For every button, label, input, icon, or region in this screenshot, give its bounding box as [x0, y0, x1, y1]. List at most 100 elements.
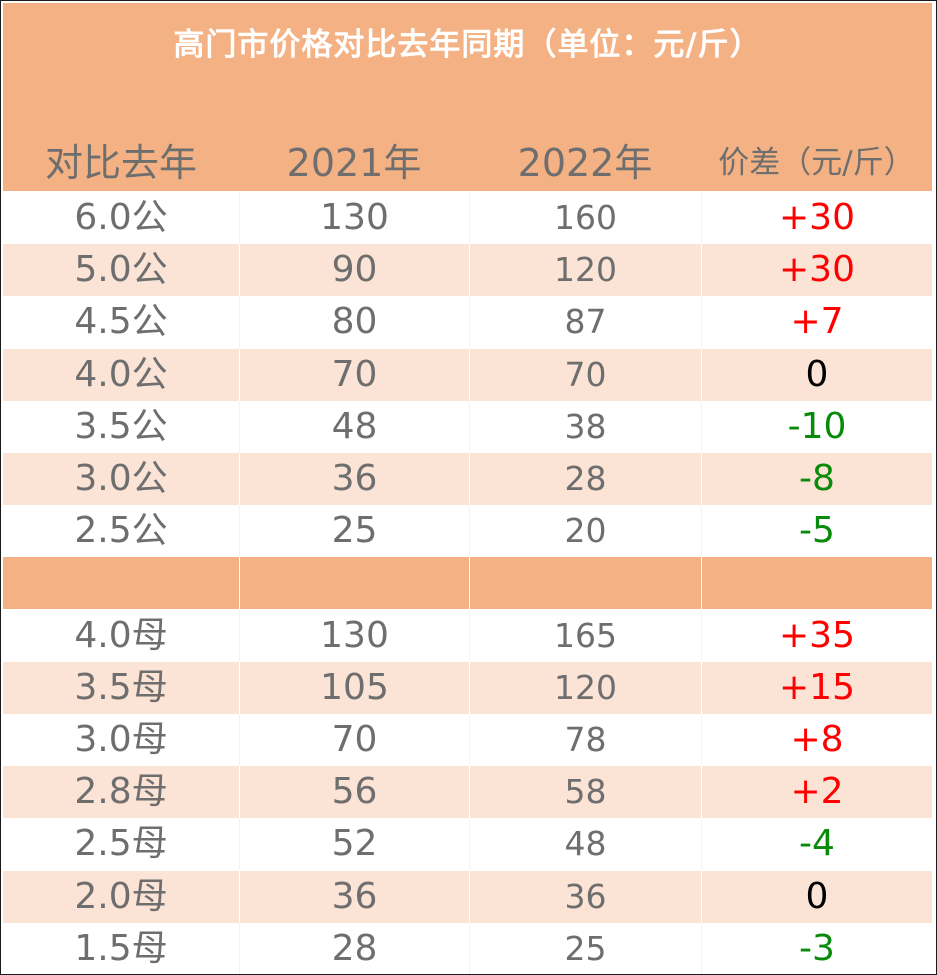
- price-diff-cell-text: -5: [799, 510, 835, 552]
- price-2021-cell-text: 130: [320, 197, 389, 238]
- price-2022-cell: 120: [469, 244, 701, 297]
- price-2022-cell-text: 165: [554, 615, 617, 655]
- spec-cell-text: 3.5母: [74, 666, 168, 708]
- price-diff-cell: +15: [701, 661, 932, 714]
- price-2021-cell-text: 48: [331, 405, 378, 447]
- price-diff-cell-text: +8: [790, 719, 844, 760]
- spec-cell: 3.5母: [3, 662, 239, 714]
- price-2021-cell-text: 105: [320, 666, 389, 708]
- price-2022-cell-text: 36: [564, 876, 607, 916]
- price-2021-cell: 70: [239, 714, 469, 766]
- spec-cell: 2.5公: [3, 505, 239, 557]
- spec-cell-text: 2.5公: [74, 510, 168, 552]
- price-diff-cell: +30: [701, 192, 932, 244]
- price-2022-cell: 28: [469, 453, 701, 505]
- spec-cell: 2.5母: [3, 818, 239, 870]
- table-row: 2.5公 25 20 -5: [3, 505, 932, 558]
- price-2021-cell-text: 36: [331, 458, 378, 499]
- table-row: 3.0母 70 78 +8: [3, 714, 932, 766]
- price-2022-cell-text: 25: [564, 928, 607, 968]
- price-2022-cell: 120: [469, 661, 701, 714]
- price-diff-cell: [701, 557, 932, 610]
- price-2022-cell: [469, 557, 701, 610]
- price-diff-cell: -5: [701, 505, 932, 558]
- price-diff-cell: +2: [701, 766, 932, 819]
- spec-cell-text: 3.0母: [74, 719, 168, 760]
- price-2021-cell: 25: [239, 505, 469, 558]
- spec-cell: 1.5母: [3, 923, 239, 974]
- table-row: 2.8母 56 58 +2: [3, 766, 932, 819]
- price-2021-cell-text: 90: [331, 249, 378, 291]
- price-2022-cell-text: 20: [564, 511, 607, 551]
- price-2022-cell: 165: [469, 609, 701, 662]
- price-diff-cell: -10: [701, 400, 932, 453]
- price-diff-cell: -8: [701, 453, 932, 505]
- price-2022-cell: 20: [469, 505, 701, 558]
- table-row: 3.0公 36 28 -8: [3, 453, 932, 505]
- spec-cell: 3.0公: [3, 453, 239, 505]
- table-row: 1.5母 28 25 -3: [3, 922, 932, 974]
- price-2021-cell: 90: [239, 244, 469, 297]
- spec-cell: 4.0母: [3, 610, 239, 662]
- table-row: 4.0公 70 70 0: [3, 348, 932, 401]
- price-2022-cell-text: 78: [564, 720, 607, 759]
- price-2021-cell: 130: [239, 609, 469, 662]
- spec-cell-text: 1.5母: [74, 927, 168, 969]
- price-diff-cell-text: -8: [799, 458, 835, 499]
- price-2022-cell-text: 70: [564, 354, 607, 394]
- price-diff-cell: 0: [701, 870, 932, 923]
- price-2021-cell: 36: [239, 870, 469, 923]
- price-2021-cell: 105: [239, 661, 469, 714]
- price-2022-cell-text: 38: [564, 406, 607, 446]
- column-header-2022: 2022年: [517, 141, 653, 185]
- table-row: 6.0公 130 160 +30: [3, 192, 932, 244]
- price-diff-cell: +7: [701, 296, 932, 349]
- price-2021-cell-text: 36: [331, 875, 378, 917]
- price-2022-cell: 87: [469, 296, 701, 349]
- price-2021-cell: 70: [239, 348, 469, 401]
- price-2022-cell: 70: [469, 348, 701, 401]
- price-2022-cell-text: 120: [554, 667, 617, 707]
- price-2021-cell: 36: [239, 453, 469, 505]
- price-diff-cell: 0: [701, 348, 932, 401]
- spec-cell-text: 3.5公: [74, 405, 168, 447]
- spec-cell-text: 4.0公: [74, 353, 168, 395]
- price-2022-cell-text: 58: [564, 772, 607, 812]
- price-2022-cell: 58: [469, 766, 701, 819]
- spec-cell: 2.0母: [3, 871, 239, 923]
- price-diff-cell-text: +2: [790, 771, 844, 813]
- spec-cell: 3.0母: [3, 714, 239, 766]
- price-2022-cell-text: 87: [564, 302, 607, 342]
- price-diff-cell-text: -4: [799, 823, 835, 865]
- price-2021-cell-text: 52: [331, 823, 378, 865]
- price-2021-cell-text: 130: [320, 614, 389, 656]
- price-2022-cell: 160: [469, 192, 701, 244]
- spec-cell: 4.5公: [3, 296, 239, 348]
- price-2021-cell: 52: [239, 818, 469, 871]
- spec-cell: [3, 557, 239, 609]
- price-diff-cell-text: 0: [805, 875, 829, 917]
- price-diff-cell: +30: [701, 244, 932, 297]
- price-2021-cell-text: 70: [331, 719, 378, 760]
- price-2021-cell: 80: [239, 296, 469, 349]
- price-2021-cell-text: 28: [331, 927, 378, 969]
- section-separator-row: [3, 557, 932, 610]
- spec-cell-text: 3.0公: [74, 458, 168, 499]
- spec-cell: 6.0公: [3, 192, 239, 244]
- column-header-2021: 2021年: [286, 141, 422, 185]
- price-2021-cell-text: 56: [331, 771, 378, 813]
- table-row: 2.5母 52 48 -4: [3, 818, 932, 871]
- price-2021-cell: 28: [239, 922, 469, 974]
- price-diff-cell-text: +35: [779, 614, 855, 656]
- price-diff-cell-text: +30: [779, 197, 855, 238]
- table-header: 高门市价格对比去年同期（单位：元/斤） 对比去年 2021年 2022年 价差（…: [3, 3, 932, 191]
- spec-cell-text: 4.0母: [74, 614, 168, 656]
- spec-cell: 3.5公: [3, 401, 239, 453]
- price-2022-cell-text: 28: [564, 459, 607, 498]
- price-diff-cell: -4: [701, 818, 932, 871]
- spec-cell-text: 4.5公: [74, 301, 168, 343]
- price-diff-cell-text: -10: [787, 405, 847, 447]
- column-header-diff: 价差（元/斤）: [718, 145, 915, 181]
- price-diff-cell: -3: [701, 922, 932, 974]
- table-row: 3.5母 105 120 +15: [3, 661, 932, 714]
